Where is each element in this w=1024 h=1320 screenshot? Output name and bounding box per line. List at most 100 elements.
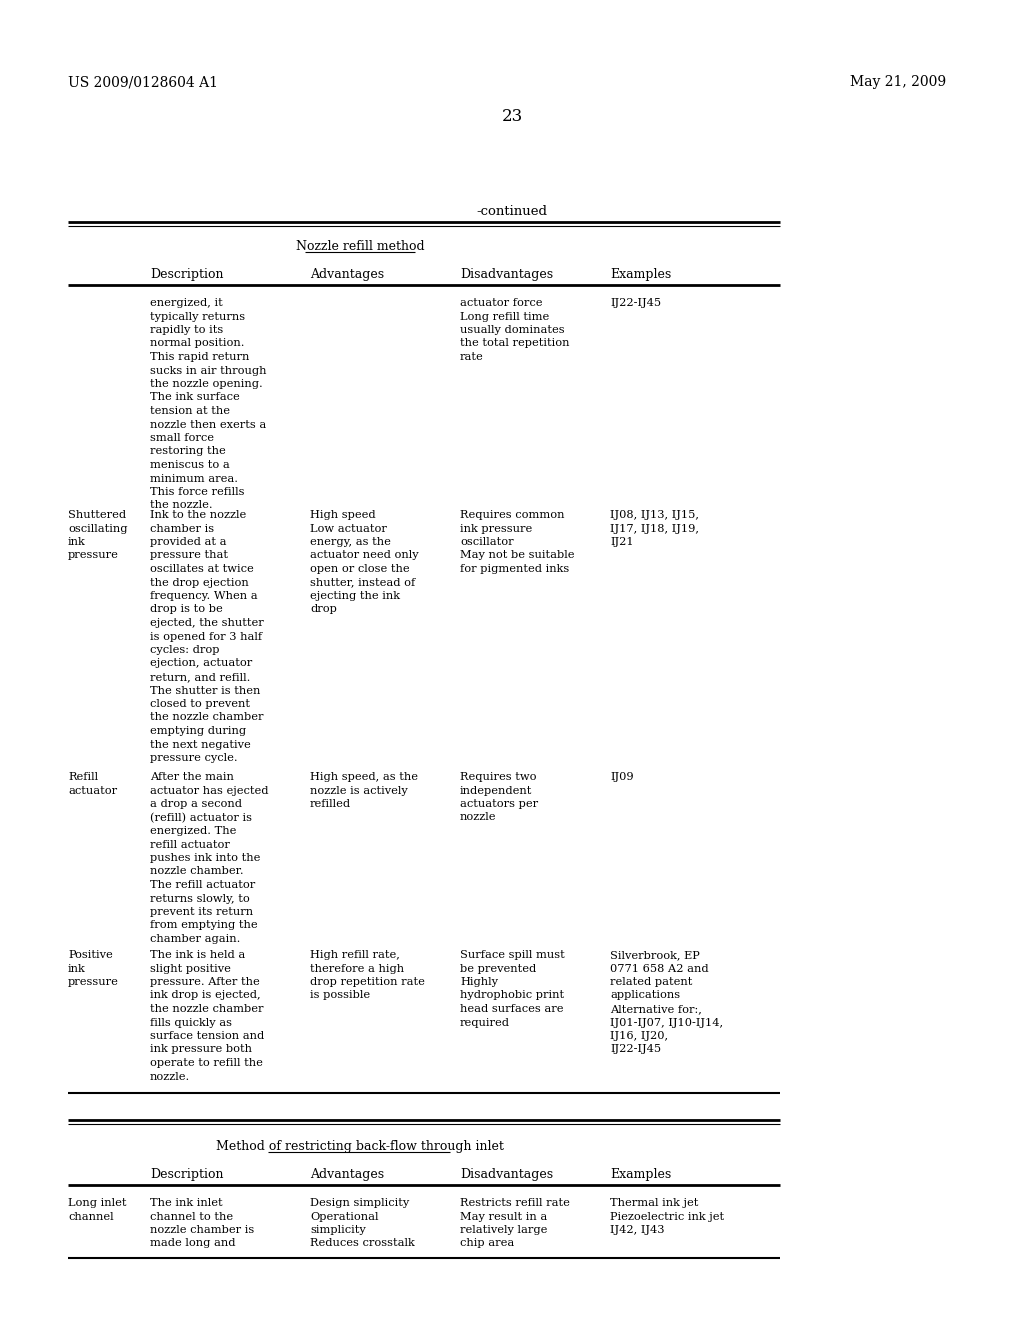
Text: nozzle: nozzle xyxy=(460,813,497,822)
Text: slight positive: slight positive xyxy=(150,964,230,974)
Text: drop: drop xyxy=(310,605,337,615)
Text: Reduces crosstalk: Reduces crosstalk xyxy=(310,1238,415,1249)
Text: relatively large: relatively large xyxy=(460,1225,548,1236)
Text: channel: channel xyxy=(68,1212,114,1221)
Text: Examples: Examples xyxy=(610,1168,672,1181)
Text: Piezoelectric ink jet: Piezoelectric ink jet xyxy=(610,1212,724,1221)
Text: IJ17, IJ18, IJ19,: IJ17, IJ18, IJ19, xyxy=(610,524,699,533)
Text: 0771 658 A2 and: 0771 658 A2 and xyxy=(610,964,709,974)
Text: pressure. After the: pressure. After the xyxy=(150,977,260,987)
Text: This force refills: This force refills xyxy=(150,487,245,498)
Text: Positive: Positive xyxy=(68,950,113,960)
Text: surface tension and: surface tension and xyxy=(150,1031,264,1041)
Text: ink: ink xyxy=(68,537,86,546)
Text: actuator has ejected: actuator has ejected xyxy=(150,785,268,796)
Text: nozzle chamber.: nozzle chamber. xyxy=(150,866,244,876)
Text: is possible: is possible xyxy=(310,990,370,1001)
Text: the nozzle.: the nozzle. xyxy=(150,500,213,511)
Text: Disadvantages: Disadvantages xyxy=(460,268,553,281)
Text: returns slowly, to: returns slowly, to xyxy=(150,894,250,903)
Text: High speed, as the: High speed, as the xyxy=(310,772,418,781)
Text: the nozzle chamber: the nozzle chamber xyxy=(150,1005,263,1014)
Text: the nozzle chamber: the nozzle chamber xyxy=(150,713,263,722)
Text: independent: independent xyxy=(460,785,532,796)
Text: therefore a high: therefore a high xyxy=(310,964,404,974)
Text: head surfaces are: head surfaces are xyxy=(460,1005,563,1014)
Text: May not be suitable: May not be suitable xyxy=(460,550,574,561)
Text: open or close the: open or close the xyxy=(310,564,410,574)
Text: restoring the: restoring the xyxy=(150,446,225,457)
Text: frequency. When a: frequency. When a xyxy=(150,591,258,601)
Text: Method of restricting back-flow through inlet: Method of restricting back-flow through … xyxy=(216,1140,504,1152)
Text: Surface spill must: Surface spill must xyxy=(460,950,565,960)
Text: Operational: Operational xyxy=(310,1212,379,1221)
Text: Examples: Examples xyxy=(610,268,672,281)
Text: actuator need only: actuator need only xyxy=(310,550,419,561)
Text: chip area: chip area xyxy=(460,1238,514,1249)
Text: operate to refill the: operate to refill the xyxy=(150,1059,263,1068)
Text: The refill actuator: The refill actuator xyxy=(150,880,255,890)
Text: is opened for 3 half: is opened for 3 half xyxy=(150,631,262,642)
Text: a drop a second: a drop a second xyxy=(150,799,242,809)
Text: The shutter is then: The shutter is then xyxy=(150,685,260,696)
Text: High refill rate,: High refill rate, xyxy=(310,950,400,960)
Text: Requires two: Requires two xyxy=(460,772,537,781)
Text: refilled: refilled xyxy=(310,799,351,809)
Text: be prevented: be prevented xyxy=(460,964,537,974)
Text: actuator force: actuator force xyxy=(460,298,543,308)
Text: This rapid return: This rapid return xyxy=(150,352,250,362)
Text: Ink to the nozzle: Ink to the nozzle xyxy=(150,510,246,520)
Text: Design simplicity: Design simplicity xyxy=(310,1199,410,1208)
Text: IJ01-IJ07, IJ10-IJ14,: IJ01-IJ07, IJ10-IJ14, xyxy=(610,1018,723,1027)
Text: normal position.: normal position. xyxy=(150,338,245,348)
Text: Requires common: Requires common xyxy=(460,510,564,520)
Text: Long refill time: Long refill time xyxy=(460,312,549,322)
Text: Silverbrook, EP: Silverbrook, EP xyxy=(610,950,699,960)
Text: nozzle then exerts a: nozzle then exerts a xyxy=(150,420,266,429)
Text: Thermal ink jet: Thermal ink jet xyxy=(610,1199,698,1208)
Text: Refill: Refill xyxy=(68,772,98,781)
Text: ejecting the ink: ejecting the ink xyxy=(310,591,400,601)
Text: pressure that: pressure that xyxy=(150,550,228,561)
Text: the drop ejection: the drop ejection xyxy=(150,578,249,587)
Text: Description: Description xyxy=(150,1168,223,1181)
Text: the nozzle opening.: the nozzle opening. xyxy=(150,379,263,389)
Text: oscillating: oscillating xyxy=(68,524,128,533)
Text: pressure: pressure xyxy=(68,977,119,987)
Text: Description: Description xyxy=(150,268,223,281)
Text: ink: ink xyxy=(68,964,86,974)
Text: ink pressure: ink pressure xyxy=(460,524,532,533)
Text: oscillator: oscillator xyxy=(460,537,514,546)
Text: Alternative for:,: Alternative for:, xyxy=(610,1005,701,1014)
Text: Low actuator: Low actuator xyxy=(310,524,387,533)
Text: for pigmented inks: for pigmented inks xyxy=(460,564,569,574)
Text: pressure cycle.: pressure cycle. xyxy=(150,752,238,763)
Text: Restricts refill rate: Restricts refill rate xyxy=(460,1199,570,1208)
Text: ejection, actuator: ejection, actuator xyxy=(150,659,252,668)
Text: sucks in air through: sucks in air through xyxy=(150,366,266,375)
Text: the total repetition: the total repetition xyxy=(460,338,569,348)
Text: energy, as the: energy, as the xyxy=(310,537,391,546)
Text: ejected, the shutter: ejected, the shutter xyxy=(150,618,264,628)
Text: IJ21: IJ21 xyxy=(610,537,634,546)
Text: emptying during: emptying during xyxy=(150,726,246,737)
Text: pressure: pressure xyxy=(68,550,119,561)
Text: required: required xyxy=(460,1018,510,1027)
Text: the next negative: the next negative xyxy=(150,739,251,750)
Text: applications: applications xyxy=(610,990,680,1001)
Text: 23: 23 xyxy=(502,108,522,125)
Text: Advantages: Advantages xyxy=(310,1168,384,1181)
Text: typically returns: typically returns xyxy=(150,312,245,322)
Text: fills quickly as: fills quickly as xyxy=(150,1018,232,1027)
Text: IJ09: IJ09 xyxy=(610,772,634,781)
Text: cycles: drop: cycles: drop xyxy=(150,645,219,655)
Text: Advantages: Advantages xyxy=(310,268,384,281)
Text: refill actuator: refill actuator xyxy=(150,840,229,850)
Text: actuator: actuator xyxy=(68,785,117,796)
Text: -continued: -continued xyxy=(476,205,548,218)
Text: IJ22-IJ45: IJ22-IJ45 xyxy=(610,1044,662,1055)
Text: drop is to be: drop is to be xyxy=(150,605,223,615)
Text: IJ22-IJ45: IJ22-IJ45 xyxy=(610,298,662,308)
Text: ink pressure both: ink pressure both xyxy=(150,1044,252,1055)
Text: made long and: made long and xyxy=(150,1238,236,1249)
